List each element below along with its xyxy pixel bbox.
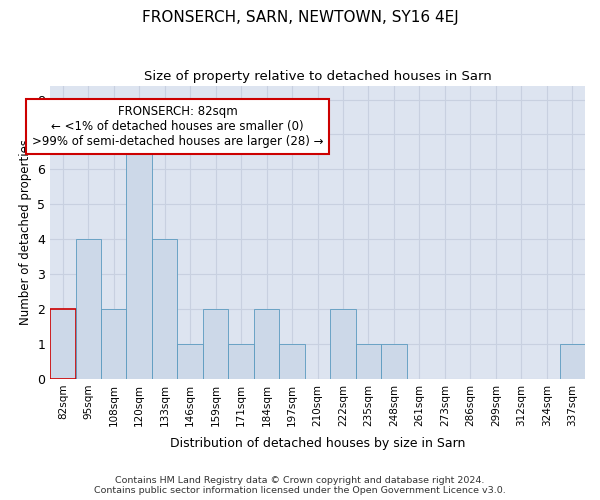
Bar <box>356 344 381 379</box>
Bar <box>152 239 178 379</box>
Text: FRONSERCH: 82sqm
← <1% of detached houses are smaller (0)
>99% of semi-detached : FRONSERCH: 82sqm ← <1% of detached house… <box>32 105 323 148</box>
Bar <box>101 309 127 379</box>
Bar <box>203 309 229 379</box>
Text: FRONSERCH, SARN, NEWTOWN, SY16 4EJ: FRONSERCH, SARN, NEWTOWN, SY16 4EJ <box>142 10 458 25</box>
Title: Size of property relative to detached houses in Sarn: Size of property relative to detached ho… <box>143 70 491 83</box>
Bar <box>254 309 280 379</box>
X-axis label: Distribution of detached houses by size in Sarn: Distribution of detached houses by size … <box>170 437 465 450</box>
Bar <box>50 309 76 379</box>
Bar <box>560 344 585 379</box>
Bar <box>178 344 203 379</box>
Text: Contains HM Land Registry data © Crown copyright and database right 2024.
Contai: Contains HM Land Registry data © Crown c… <box>94 476 506 495</box>
Bar <box>381 344 407 379</box>
Bar <box>229 344 254 379</box>
Y-axis label: Number of detached properties: Number of detached properties <box>19 139 32 325</box>
Bar <box>330 309 356 379</box>
Bar <box>127 134 152 379</box>
Bar <box>280 344 305 379</box>
Bar <box>76 239 101 379</box>
